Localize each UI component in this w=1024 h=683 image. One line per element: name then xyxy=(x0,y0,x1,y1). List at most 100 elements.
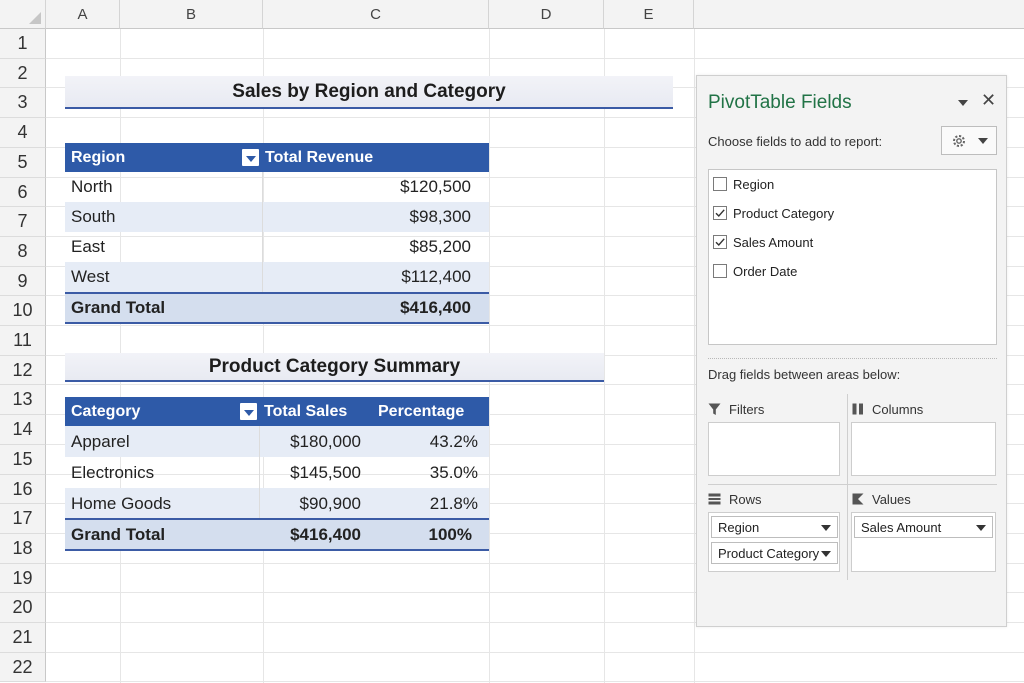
row-header[interactable]: 12 xyxy=(0,356,46,385)
grid-hline xyxy=(46,533,1024,534)
field-item-region[interactable]: Region xyxy=(713,174,774,194)
values-area-header: Values xyxy=(852,490,911,508)
row-header[interactable]: 7 xyxy=(0,207,46,237)
grid-hline xyxy=(46,325,1024,326)
category-filter-dropdown-icon[interactable] xyxy=(240,403,257,420)
field-item-product-category[interactable]: Product Category xyxy=(713,203,834,223)
row-header[interactable]: 2 xyxy=(0,59,46,88)
columns-area-header: Columns xyxy=(852,400,923,418)
field-label: Order Date xyxy=(733,263,798,279)
table-row[interactable]: Electronics $145,500 35.0% xyxy=(65,457,489,488)
column-header-d[interactable]: D xyxy=(489,0,604,29)
row-header[interactable]: 1 xyxy=(0,29,46,59)
field-label: Product Category xyxy=(733,205,835,221)
tools-button[interactable] xyxy=(941,126,997,155)
field-item-order-date[interactable]: Order Date xyxy=(713,261,797,281)
table-row[interactable]: West $112,400 xyxy=(65,262,489,292)
column-header-e[interactable]: E xyxy=(604,0,694,29)
close-icon[interactable]: ✕ xyxy=(981,90,997,110)
select-all-triangle xyxy=(29,12,41,24)
table-row[interactable]: Home Goods $90,900 21.8% xyxy=(65,488,489,519)
region-column-header[interactable]: Region xyxy=(71,148,126,166)
row-header[interactable]: 6 xyxy=(0,178,46,207)
grand-total-row[interactable]: Grand Total $416,400 xyxy=(65,292,489,324)
grid-hline xyxy=(46,384,1024,385)
table-row[interactable]: East $85,200 xyxy=(65,232,489,262)
table-row[interactable]: Apparel $180,000 43.2% xyxy=(65,426,489,457)
table-row[interactable]: South $98,300 xyxy=(65,202,489,232)
total-revenue-header[interactable]: Total Revenue xyxy=(265,148,374,166)
filter-icon xyxy=(708,403,721,415)
row-header[interactable]: 8 xyxy=(0,237,46,267)
gear-icon xyxy=(953,134,965,147)
row-header[interactable]: 18 xyxy=(0,534,46,564)
checkbox-checked[interactable] xyxy=(713,235,727,249)
row-label: South xyxy=(71,207,116,226)
rows-icon xyxy=(708,493,721,505)
row-header[interactable]: 13 xyxy=(0,385,46,415)
grid-hline xyxy=(46,117,1024,118)
percentage-header[interactable]: Percentage xyxy=(378,402,465,420)
grid-hline xyxy=(46,206,1024,207)
checkmark-icon xyxy=(715,238,725,247)
cell-separator xyxy=(262,202,263,232)
cell-separator xyxy=(262,262,263,292)
row-header[interactable]: 22 xyxy=(0,653,46,682)
region-table-header: Region Total Revenue xyxy=(65,143,489,172)
grand-total-row[interactable]: Grand Total $416,400 100% xyxy=(65,518,489,551)
field-list: Region Product Category Sales Amount Ord… xyxy=(708,169,997,345)
row-sales: $145,500 xyxy=(290,462,361,482)
cell-separator xyxy=(262,172,263,202)
pane-options-dropdown-icon[interactable] xyxy=(958,100,968,106)
row-label: North xyxy=(71,177,113,196)
pivottable-fields-pane: PivotTable Fields ✕ Choose fields to add… xyxy=(696,75,1007,627)
values-chip-sales-amount[interactable]: Sales Amount xyxy=(854,516,993,538)
rows-chip-product-category[interactable]: Product Category xyxy=(711,542,838,564)
row-header[interactable]: 11 xyxy=(0,326,46,356)
field-label: Region xyxy=(733,176,775,192)
drag-fields-label: Drag fields between areas below: xyxy=(708,367,901,382)
row-header[interactable]: 19 xyxy=(0,564,46,593)
category-column-header[interactable]: Category xyxy=(71,402,141,420)
column-header-c[interactable]: C xyxy=(263,0,489,29)
column-header-b[interactable]: B xyxy=(120,0,263,29)
region-filter-dropdown-icon[interactable] xyxy=(242,149,259,166)
chevron-down-icon xyxy=(978,137,988,144)
rows-chip-region[interactable]: Region xyxy=(711,516,838,538)
row-header[interactable]: 4 xyxy=(0,118,46,148)
filters-drop-area[interactable] xyxy=(708,422,840,476)
cell-separator xyxy=(259,457,260,488)
field-item-sales-amount[interactable]: Sales Amount xyxy=(713,232,813,252)
row-header[interactable]: 16 xyxy=(0,475,46,504)
row-value: $98,300 xyxy=(409,207,471,226)
row-header[interactable]: 21 xyxy=(0,623,46,653)
category-table-title: Product Category Summary xyxy=(65,353,604,382)
total-sales-header[interactable]: Total Sales xyxy=(264,402,348,420)
chevron-down-icon xyxy=(976,525,986,531)
row-header[interactable]: 5 xyxy=(0,148,46,178)
column-header-a[interactable]: A xyxy=(46,0,120,29)
row-header[interactable]: 15 xyxy=(0,445,46,475)
grid-hline xyxy=(46,503,1024,504)
checkbox-unchecked[interactable] xyxy=(713,264,727,278)
columns-drop-area[interactable] xyxy=(851,422,996,476)
chevron-down-icon xyxy=(821,551,831,557)
row-header[interactable]: 17 xyxy=(0,504,46,534)
grand-total-label: Grand Total xyxy=(71,524,166,544)
row-header[interactable]: 14 xyxy=(0,415,46,445)
checkbox-unchecked[interactable] xyxy=(713,177,727,191)
table-row[interactable]: North $120,500 xyxy=(65,172,489,202)
select-all-corner[interactable] xyxy=(0,0,46,29)
row-header[interactable]: 20 xyxy=(0,593,46,623)
grid-hline xyxy=(46,444,1024,445)
rows-area-header: Rows xyxy=(708,490,762,508)
row-label: West xyxy=(71,267,110,286)
checkbox-checked[interactable] xyxy=(713,206,727,220)
filters-area-header: Filters xyxy=(708,400,764,418)
row-header[interactable]: 3 xyxy=(0,88,46,118)
row-header[interactable]: 9 xyxy=(0,267,46,296)
divider xyxy=(708,358,997,359)
chevron-down-icon xyxy=(821,525,831,531)
row-header[interactable]: 10 xyxy=(0,296,46,326)
grid-vline xyxy=(604,29,605,683)
